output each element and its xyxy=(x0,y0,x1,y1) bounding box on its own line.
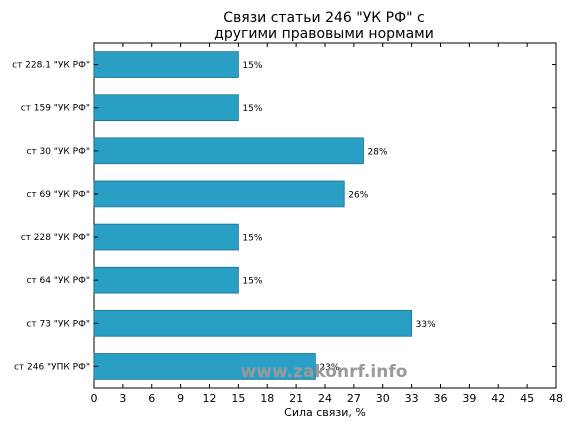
x-tick-label: 21 xyxy=(289,392,303,405)
x-tick-label: 9 xyxy=(177,392,184,405)
bar xyxy=(93,353,316,380)
x-tick-label: 18 xyxy=(260,392,274,405)
x-tick-label: 15 xyxy=(231,392,245,405)
bars-group: 15% 15% 28% 26% 15% 15% 33% 23% xyxy=(93,51,436,380)
bar xyxy=(93,309,413,337)
data-label: 23% xyxy=(319,363,339,373)
bar xyxy=(93,223,239,251)
bar xyxy=(93,180,345,208)
x-tick-label: 42 xyxy=(491,392,505,405)
x-tick-label: 39 xyxy=(462,392,476,405)
y-axis-ticks: ст 228.1 "УК РФ" ст 159 "УК РФ" ст 30 "УК … xyxy=(12,61,556,372)
category-label: ст 69 "УК РФ" xyxy=(26,190,90,200)
chart-title-line-2: другими правовыми нормами xyxy=(214,26,434,42)
category-label: ст 246 "УПК РФ" xyxy=(14,362,90,372)
x-tick-label: 0 xyxy=(91,392,98,405)
x-tick-label: 33 xyxy=(405,392,419,405)
category-label: ст 228 "УК РФ" xyxy=(21,233,90,243)
bar xyxy=(93,94,239,122)
x-axis-ticks: 0 3 6 9 12 15 18 21 24 27 30 33 36 39 42 45 48 xyxy=(91,43,563,405)
x-tick-label: 30 xyxy=(376,392,390,405)
category-label: ст 228.1 "УК РФ" xyxy=(12,61,90,71)
data-label: 15% xyxy=(242,277,262,287)
category-label: ст 159 "УК РФ" xyxy=(21,104,90,114)
category-label: ст 64 "УК РФ" xyxy=(26,276,90,286)
data-label: 26% xyxy=(348,190,368,200)
x-tick-label: 12 xyxy=(203,392,217,405)
data-label: 15% xyxy=(242,104,262,114)
data-label: 28% xyxy=(368,147,388,157)
data-label: 15% xyxy=(242,61,262,71)
x-tick-label: 36 xyxy=(434,392,448,405)
category-label: ст 73 "УК РФ" xyxy=(26,319,90,329)
x-tick-label: 48 xyxy=(549,392,563,405)
category-label: ст 30 "УК РФ" xyxy=(26,147,90,157)
watermark-text: www.zakonrf.info xyxy=(241,362,408,382)
x-tick-label: 6 xyxy=(148,392,155,405)
data-label: 33% xyxy=(416,320,436,330)
x-tick-label: 45 xyxy=(520,392,534,405)
data-label: 15% xyxy=(242,234,262,244)
bar xyxy=(93,137,364,165)
x-tick-label: 3 xyxy=(119,392,126,405)
bar xyxy=(93,51,239,78)
bar xyxy=(93,266,239,294)
x-tick-label: 24 xyxy=(318,392,332,405)
x-axis-label: Сила связи, % xyxy=(284,406,366,419)
x-tick-label: 27 xyxy=(347,392,361,405)
chart-title-line-1: Связи статьи 246 "УК РФ" с xyxy=(223,10,424,26)
